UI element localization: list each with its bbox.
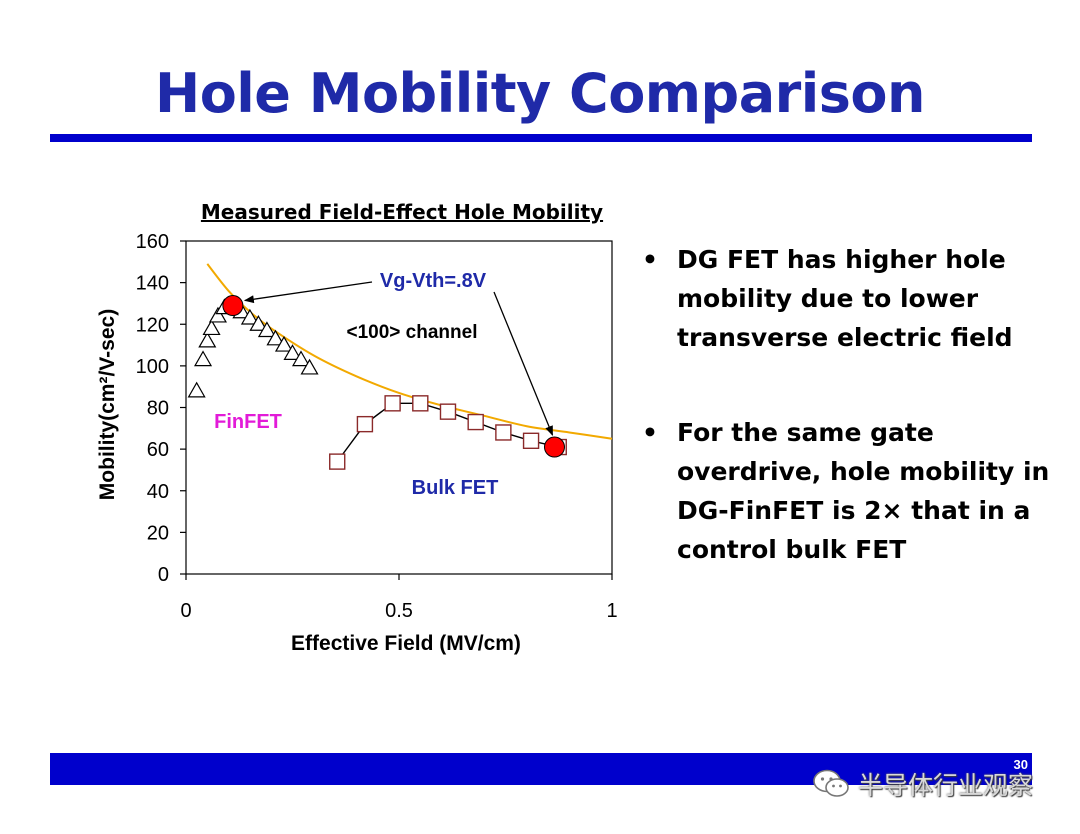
y-axis-label: Mobility(cm²/V-sec) — [96, 309, 119, 500]
finfet-point — [240, 308, 259, 325]
finfet-point — [208, 306, 227, 323]
chart-labels: Vg-Vth=.8V <100> channel FinFET Bulk FET — [214, 270, 498, 499]
title-underline-rule — [50, 134, 1032, 142]
arrow-to-finfet-point — [243, 281, 373, 304]
bulk-fet-point — [522, 432, 540, 449]
bulk-fet-point — [439, 403, 457, 420]
highlight-point — [543, 436, 565, 458]
y-tick-label: 120 — [136, 314, 169, 336]
slide-title: Hole Mobility Comparison — [155, 62, 925, 125]
x-tick-label: 0 — [180, 600, 191, 622]
watermark-text: 半导体行业观察 — [858, 771, 1034, 800]
chart-title: Measured Field-Effect Hole Mobility — [201, 200, 603, 224]
bullet-text: For the same gate overdrive, hole mobili… — [677, 418, 1050, 564]
bulk-fet-point — [495, 424, 512, 441]
finfet-point — [202, 319, 221, 336]
annotation-arrows — [243, 281, 554, 436]
x-axis-label: Effective Field (MV/cm) — [291, 632, 521, 655]
x-tick-label: 1 — [606, 600, 617, 622]
bullet-item: • DG FET has higher hole mobility due to … — [642, 245, 1013, 352]
finfet-label: FinFET — [214, 411, 282, 433]
bullet-list: • DG FET has higher hole mobility due to … — [640, 240, 1060, 569]
finfet-point — [194, 350, 213, 367]
y-tick-label: 60 — [147, 439, 169, 461]
highlight-point — [222, 295, 244, 317]
bulk-fet-point — [356, 415, 374, 433]
watermark: 半导体行业观察 — [812, 766, 1033, 802]
bulk-fet-point — [329, 453, 346, 470]
bulk-fet-series — [329, 395, 567, 470]
vg-vth-annotation: Vg-Vth=.8V — [380, 270, 487, 292]
bullet-text: DG FET has higher hole mobility due to l… — [677, 245, 1013, 352]
y-tick-label: 40 — [147, 481, 169, 503]
finfet-series — [187, 296, 319, 398]
y-tick-label: 140 — [136, 273, 169, 295]
chart-axes: 0 20 40 60 80 100 120 140 160 0 0.5 1 Effective Fiel… — [96, 231, 618, 655]
bulk-fet-point — [384, 395, 401, 412]
channel-annotation: <100> channel — [347, 322, 478, 343]
finfet-point — [249, 315, 268, 331]
finfet-point — [274, 335, 294, 352]
finfet-point — [291, 350, 311, 367]
arrow-to-bulk-point — [493, 291, 554, 436]
mobility-trend-curve — [206, 263, 613, 440]
bulk-fet-point — [467, 413, 484, 431]
finfet-point — [283, 344, 302, 360]
y-tick-label: 0 — [158, 564, 169, 586]
highlight-points — [222, 295, 565, 458]
finfet-point — [257, 321, 276, 338]
finfet-point — [187, 381, 206, 398]
bullet-item: • For the same gate overdrive, hole mobil… — [642, 418, 1050, 564]
finfet-point — [266, 329, 285, 346]
bulk-fet-point — [412, 395, 429, 412]
y-tick-label: 100 — [136, 356, 169, 378]
page-number: 30 — [1013, 757, 1028, 772]
y-tick-label: 160 — [136, 231, 169, 253]
finfet-point — [198, 331, 217, 348]
y-tick-label: 20 — [147, 522, 169, 544]
footer-bar — [50, 753, 1032, 785]
x-tick-label: 0.5 — [385, 600, 413, 622]
finfet-point — [300, 358, 319, 375]
y-tick-label: 80 — [147, 398, 169, 420]
wechat-icon — [813, 769, 849, 797]
bulk-fet-label: Bulk FET — [412, 477, 499, 499]
mobility-curve — [206, 263, 613, 440]
